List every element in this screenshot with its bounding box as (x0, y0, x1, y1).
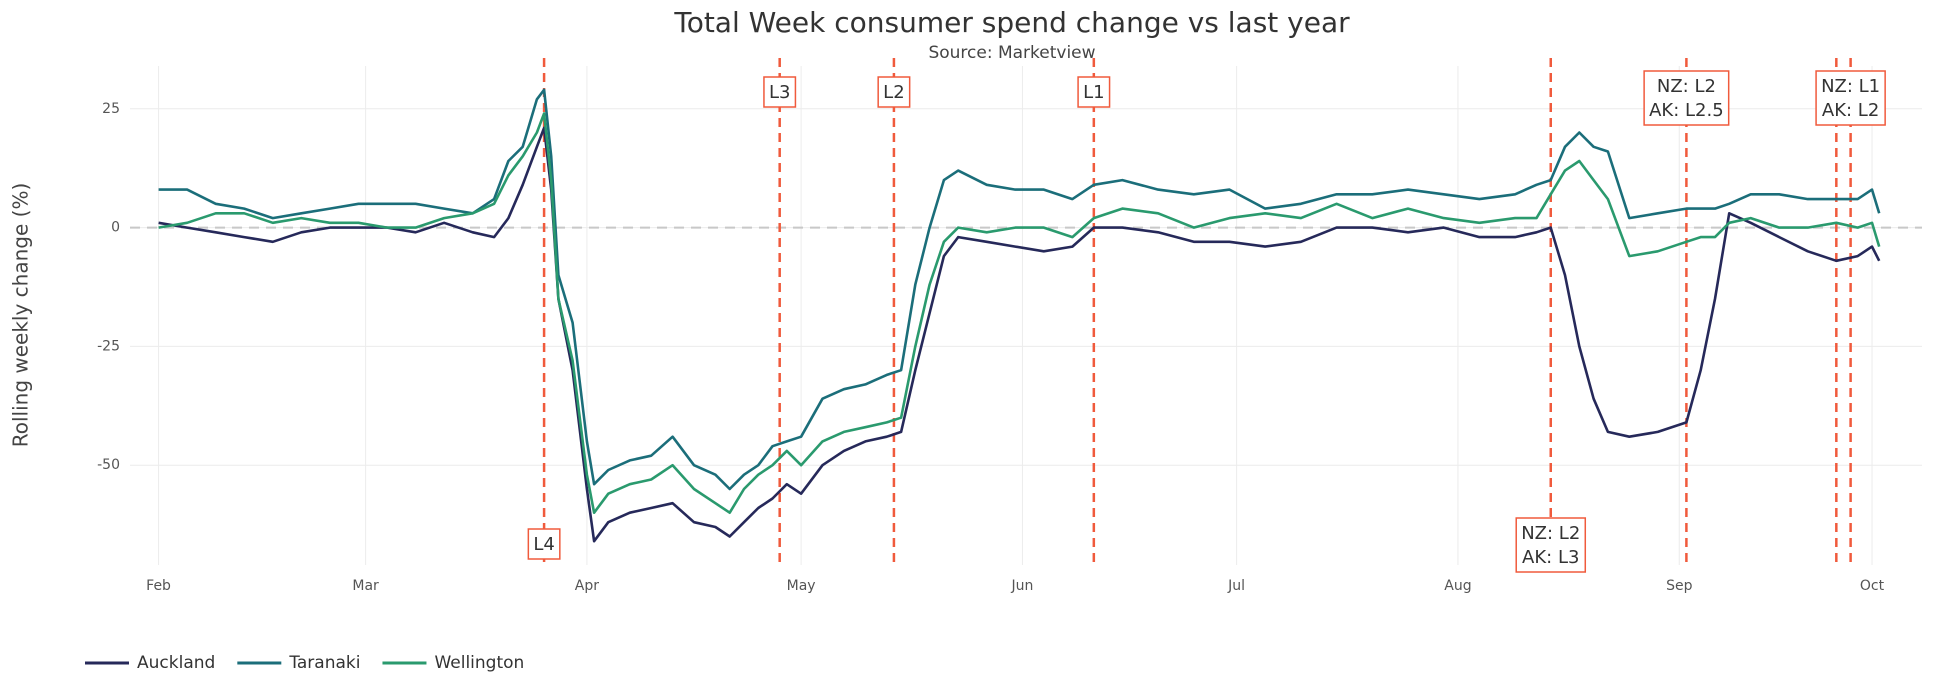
annotation-text: AK: L3 (1522, 547, 1579, 568)
annotation-box (1515, 517, 1587, 573)
annotation: L3 (763, 76, 797, 108)
annotation: L1 (1077, 76, 1111, 108)
y-tick-label: 25 (102, 101, 120, 117)
x-tick-label: Apr (575, 578, 599, 594)
legend-label: Wellington (434, 653, 524, 673)
y-axis-label: Rolling weekly change (%) (9, 183, 33, 448)
annotation: NZ: L1 AK: L2 (1815, 70, 1886, 126)
series-line (158, 112, 1881, 514)
annotation-text: L4 (533, 534, 554, 555)
legend-label: Taranaki (288, 653, 360, 673)
x-tick-label: Jun (1010, 578, 1033, 594)
annotation-text: NZ: L2 (1657, 76, 1716, 97)
legend-label: Auckland (137, 653, 215, 673)
x-tick-label: May (787, 578, 816, 594)
annotation: NZ: L2 AK: L2.5 (1643, 70, 1730, 126)
annotation: L2 (877, 76, 911, 108)
annotation-text: L1 (1083, 82, 1104, 103)
x-tick-label: Jul (1227, 578, 1245, 594)
annotation: L4 (527, 528, 561, 560)
chart-subtitle: Source: Marketview (928, 43, 1095, 63)
annotation-box (1077, 76, 1111, 108)
y-tick-label: -25 (97, 338, 120, 354)
x-tick-label: Mar (352, 578, 379, 594)
annotation-text: NZ: L2 (1521, 523, 1580, 544)
chart-title: Total Week consumer spend change vs last… (673, 6, 1350, 39)
annotation-box (1643, 70, 1730, 126)
annotation-text: AK: L2 (1822, 100, 1879, 121)
x-tick-label: Oct (1860, 578, 1885, 594)
x-tick-label: Aug (1444, 578, 1471, 594)
x-tick-label: Feb (146, 578, 171, 594)
annotation-box (527, 528, 561, 560)
x-tick-label: Sep (1666, 578, 1693, 594)
annotation-text: AK: L2.5 (1649, 100, 1724, 121)
series-line (158, 88, 1881, 491)
y-tick-label: 0 (111, 220, 120, 236)
annotation-box (1815, 70, 1886, 126)
annotation-box (877, 76, 911, 108)
y-tick-label: -50 (97, 457, 120, 473)
annotation-text: L3 (769, 82, 790, 103)
series-line (158, 126, 1881, 543)
annotation-box (763, 76, 797, 108)
annotation-text: L2 (883, 82, 904, 103)
annotation: NZ: L2 AK: L3 (1515, 517, 1587, 573)
annotation-text: NZ: L1 (1821, 76, 1880, 97)
